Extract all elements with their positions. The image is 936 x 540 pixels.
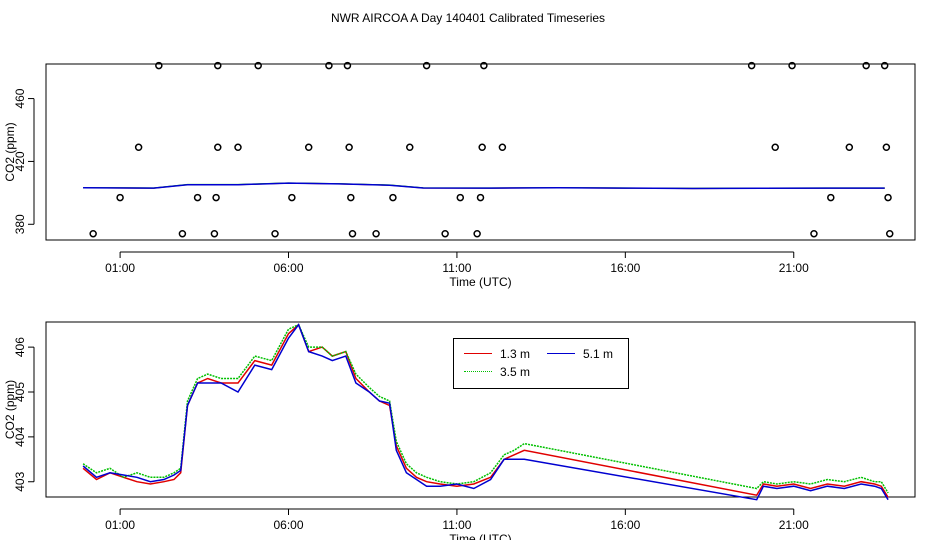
data-point xyxy=(348,229,357,238)
data-point xyxy=(214,61,222,70)
legend-label-3-5m: 3.5 m xyxy=(500,365,531,379)
data-point xyxy=(134,143,143,152)
data-point xyxy=(193,193,202,202)
data-point xyxy=(214,143,222,152)
data-point xyxy=(498,143,507,152)
data-point xyxy=(155,61,163,70)
data-point xyxy=(345,143,353,152)
data-point xyxy=(476,193,485,202)
data-point xyxy=(178,229,187,238)
data-point xyxy=(885,229,894,238)
legend-box: 1.3 m 3.5 m 5.1 m xyxy=(453,338,629,389)
y-axis-label: CO2 (ppm) xyxy=(3,380,17,439)
data-point xyxy=(406,143,414,152)
data-point xyxy=(422,61,431,70)
data-point xyxy=(845,143,854,152)
legend-item-5-1m: 5.1 m xyxy=(547,346,627,362)
data-point xyxy=(456,193,465,202)
data-point xyxy=(747,61,756,70)
series-line-top-blue xyxy=(83,182,885,190)
data-point xyxy=(884,193,892,202)
data-point xyxy=(116,193,124,202)
data-point xyxy=(254,61,262,70)
figure-title: NWR AIRCOA A Day 140401 Calibrated Times… xyxy=(331,11,605,25)
data-point xyxy=(343,61,352,70)
data-point xyxy=(325,61,333,70)
data-point xyxy=(304,143,313,152)
data-point xyxy=(480,61,488,70)
series-line-5-1m xyxy=(82,323,889,501)
data-point xyxy=(771,143,779,152)
legend-item-1-3m: 1.3 m xyxy=(464,346,544,362)
y-tick-label: 460 xyxy=(13,88,27,108)
data-point xyxy=(880,61,889,70)
plot-frame xyxy=(45,321,916,498)
x-tick-label: 01:00 xyxy=(105,261,135,275)
data-point xyxy=(347,193,355,202)
data-point xyxy=(212,193,220,202)
data-point xyxy=(473,229,481,238)
data-point xyxy=(862,61,870,70)
series-line-3-5m xyxy=(82,323,889,494)
legend-swatch-1-3m xyxy=(464,353,492,354)
y-tick-label: 420 xyxy=(13,151,27,171)
data-point xyxy=(288,193,296,202)
data-point xyxy=(271,229,279,238)
legend-item-3-5m: 3.5 m xyxy=(464,364,544,380)
data-point xyxy=(210,229,219,238)
x-tick-label: 06:00 xyxy=(273,261,303,275)
legend-label-1-3m: 1.3 m xyxy=(500,347,531,361)
data-point xyxy=(788,61,796,70)
top-panel: 01:00 06:00 11:00 16:00 21:00 Time (UTC) 380 42… xyxy=(3,61,916,289)
plot-frame xyxy=(45,63,916,241)
data-point xyxy=(827,193,835,202)
legend-swatch-5-1m xyxy=(547,353,575,354)
data-point xyxy=(389,193,397,202)
x-tick-label: 11:00 xyxy=(442,261,471,275)
x-tick-label: 11:00 xyxy=(442,518,471,532)
data-point xyxy=(478,143,486,152)
data-point xyxy=(234,143,242,152)
x-tick-label: 21:00 xyxy=(779,261,809,275)
x-tick-label: 16:00 xyxy=(610,261,640,275)
data-point xyxy=(441,229,449,238)
x-tick-label: 21:00 xyxy=(779,518,809,532)
x-axis-label: Time (UTC) xyxy=(449,532,511,540)
bottom-panel: 01:00 06:00 11:00 16:00 21:00 Time (UTC) 403 40… xyxy=(3,321,916,540)
data-point xyxy=(810,229,818,238)
x-tick-label: 06:00 xyxy=(273,518,303,532)
y-tick-label: 380 xyxy=(13,214,27,234)
x-tick-label: 01:00 xyxy=(105,518,135,532)
data-point xyxy=(372,229,380,238)
y-tick-label: 405 xyxy=(13,382,27,402)
data-point xyxy=(882,143,891,152)
legend-swatch-3-5m xyxy=(464,371,492,372)
x-axis-label: Time (UTC) xyxy=(449,275,511,289)
y-tick-label: 404 xyxy=(13,427,27,447)
data-point xyxy=(89,229,97,238)
legend-label-5-1m: 5.1 m xyxy=(583,347,614,361)
x-tick-label: 16:00 xyxy=(610,518,640,532)
y-tick-label: 406 xyxy=(13,337,27,357)
y-tick-label: 403 xyxy=(13,471,27,491)
y-axis-label: CO2 (ppm) xyxy=(3,122,17,181)
